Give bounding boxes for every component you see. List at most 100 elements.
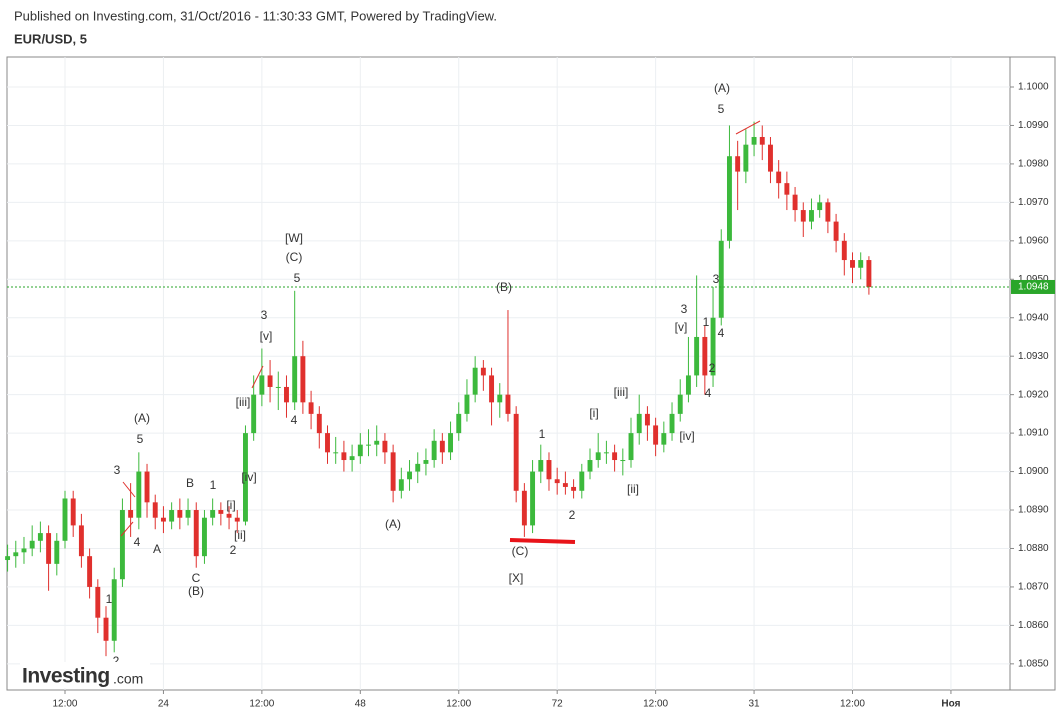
wave-label: 5 [294,271,301,285]
candle-body [210,510,216,518]
y-tick-label: 1.0930 [1018,351,1049,362]
candle-body [136,471,142,518]
candle-body [825,202,831,222]
candle-body [398,479,404,491]
candle-body [21,548,27,553]
trend-line [120,521,134,537]
wave-label: [iv] [241,470,256,484]
candle-body [521,490,527,526]
y-tick-label: 1.0890 [1018,505,1049,516]
candle-body [54,540,60,564]
candle-body [702,336,708,376]
wave-label: (A) [385,517,401,531]
trend-line [251,365,264,389]
y-tick-label: 1.0950 [1018,274,1049,285]
candle-body [13,552,19,557]
candle-body [243,433,248,522]
wave-label: [ii] [627,482,639,496]
wave-label: (A) [714,81,730,95]
candle-body [513,413,519,491]
published-line: Published on Investing.com, 31/Oct/2016 … [14,8,497,23]
wave-label: 4 [718,326,725,340]
wave-label: [v] [260,329,273,343]
candle-body [251,394,257,434]
candle-body [382,440,388,453]
wave-label: 1 [539,427,546,441]
x-tick-label: 48 [355,699,367,710]
trend-line [122,481,136,498]
candle-body [374,440,380,445]
candle-body [193,510,199,557]
candle-body [546,460,552,480]
y-tick-label: 1.0900 [1018,466,1049,477]
candle-body [628,433,634,461]
wave-label: (B) [188,584,204,598]
y-tick-label: 1.0970 [1018,197,1049,208]
candle-body [87,556,93,587]
candle-body [718,240,724,318]
support-bar [509,538,576,544]
wave-label: 4 [291,413,298,427]
candle-body [316,413,322,434]
logo: Investing .com [20,662,150,688]
logo-suffix: .com [113,671,143,687]
candle-body [341,452,347,461]
candle-body [95,586,101,618]
candle-body [423,460,429,464]
wave-label: (C) [286,250,303,264]
wave-label: [iv] [679,429,694,443]
y-tick-label: 1.0910 [1018,428,1049,439]
wave-label: [i] [226,498,235,512]
candle-body [768,144,773,172]
candle-body [292,356,298,403]
candle-body [817,202,823,211]
candle-body [185,510,191,518]
candle-body [259,375,265,395]
wave-label: (A) [134,411,150,425]
candles: 1.0948 [5,120,1055,657]
wave-label: [W] [285,231,303,245]
candle-body [78,525,84,557]
candle-body [415,463,421,472]
candle-body [661,433,667,445]
y-tick-label: 1.0870 [1018,582,1049,593]
candle-body [160,517,166,522]
wave-label: [v] [675,320,688,334]
candle-body [218,510,224,514]
candle-body [152,502,158,518]
wave-label: C [192,571,201,585]
candle-body [850,260,855,268]
candle-body [784,183,790,195]
x-tick-label: 24 [158,699,170,710]
candle-body [653,425,659,445]
x-tick-label: 12:00 [446,699,471,710]
candle-body [792,194,798,211]
wave-label: 3 [261,308,268,322]
x-tick-label: 12:00 [643,699,668,710]
candle-body [735,156,741,172]
candle-body [776,171,782,184]
wave-label: [i] [589,406,598,420]
wave-label: [iii] [614,385,629,399]
candle-body [300,356,306,403]
chart-frame [6,56,1056,691]
candle-body [29,540,35,549]
candle-body [751,136,757,145]
wave-label: (C) [512,544,529,558]
wave-label: 5 [137,432,144,446]
y-tick-label: 1.0880 [1018,543,1049,554]
x-tick-label: 12:00 [52,699,77,710]
x-tick-label: 12:00 [840,699,865,710]
candle-body [177,510,183,518]
wave-label: 1 [106,592,113,606]
candle-body [103,617,109,641]
candle-body [710,317,716,376]
candle-body [390,452,396,491]
candle-body [448,433,454,453]
candle-body [70,498,76,526]
y-tick-label: 1.0990 [1018,120,1049,131]
wave-label: A [153,542,161,556]
candle-body [144,471,150,503]
x-tick-label: 12:00 [249,699,274,710]
